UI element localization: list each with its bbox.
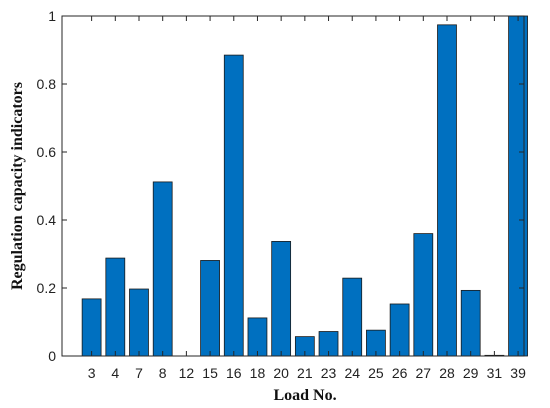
bar-20 (271, 241, 292, 357)
x-tick-label-20: 20 (273, 365, 289, 381)
bar-28 (437, 24, 457, 357)
x-axis-title: Load No. (273, 387, 336, 404)
x-tick-label-23: 23 (321, 365, 337, 381)
plot-frame (61, 15, 525, 357)
bar-29 (460, 289, 481, 357)
bar-8 (152, 181, 173, 357)
bar-4 (105, 257, 126, 357)
bar-18 (247, 317, 268, 357)
axes-layer (61, 15, 525, 357)
ticks-layer: 0 0.2 0.4 0.6 0.8 1 3 4 7 8 12 15 16 18 20 21 23 24 25 26 27… (37, 8, 527, 381)
x-tick-label-39: 39 (510, 365, 526, 381)
x-tick-label-31: 31 (487, 365, 503, 381)
bar-39 (508, 15, 528, 357)
bar-16 (223, 54, 244, 357)
y-tick-label: 0.4 (37, 212, 57, 228)
y-axis-title: Regulation capacity indicators (9, 82, 26, 290)
x-tick-label-21: 21 (297, 365, 313, 381)
y-tick-label: 1 (48, 8, 56, 24)
x-tick-label-16: 16 (226, 365, 242, 381)
x-tick-label-24: 24 (344, 365, 360, 381)
x-tick-label-25: 25 (368, 365, 384, 381)
x-tick-label-18: 18 (250, 365, 266, 381)
x-tick-label-8: 8 (159, 365, 167, 381)
bar-24 (342, 277, 363, 357)
y-tick-label: 0 (48, 348, 56, 364)
x-tick-label-4: 4 (111, 365, 119, 381)
x-tick-label-15: 15 (202, 365, 218, 381)
bars-layer (81, 15, 528, 357)
x-tick-label-29: 29 (463, 365, 479, 381)
bar-15 (200, 260, 220, 357)
y-tick-label: 0.2 (37, 280, 57, 296)
x-tick-label-7: 7 (135, 365, 143, 381)
x-tick-label-27: 27 (416, 365, 432, 381)
x-tick-label-26: 26 (392, 365, 408, 381)
x-tick-label-28: 28 (439, 365, 455, 381)
bar-3 (81, 298, 102, 357)
x-tick-label-3: 3 (88, 365, 96, 381)
bar-26 (389, 303, 410, 357)
bar-27 (413, 233, 434, 357)
y-tick-label: 0.6 (37, 144, 57, 160)
y-tick-label: 0.8 (37, 76, 57, 92)
bar-7 (129, 288, 149, 357)
x-tick-label-12: 12 (179, 365, 195, 381)
